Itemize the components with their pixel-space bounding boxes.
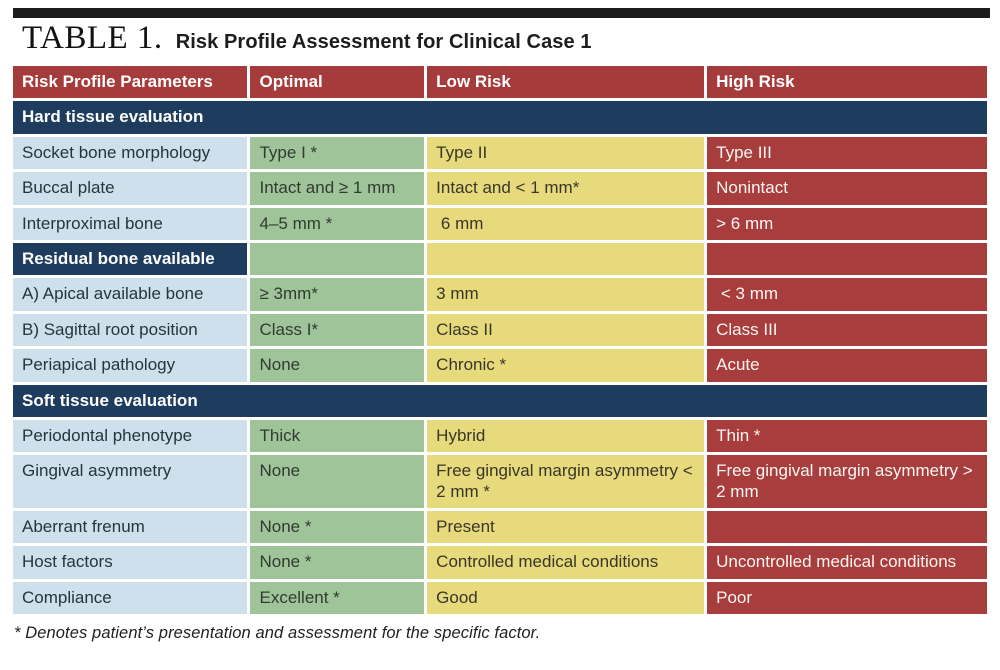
top-rule-bar xyxy=(13,8,990,18)
high-risk-cell: Type III xyxy=(707,136,987,170)
high-risk-cell: Acute xyxy=(707,349,987,382)
param-cell: Periapical pathology xyxy=(13,349,248,382)
column-header-optimal: Optimal xyxy=(250,66,425,99)
param-cell: Periodontal phenotype xyxy=(13,419,248,453)
footnote: * Denotes patient’s presentation and ass… xyxy=(14,624,541,643)
optimal-cell: 4–5 mm * xyxy=(250,207,425,240)
page-title: Risk Profile Assessment for Clinical Cas… xyxy=(175,31,592,53)
param-cell: Aberrant frenum xyxy=(13,511,248,544)
param-cell: A) Apical available bone xyxy=(13,278,248,311)
optimal-cell: Excellent * xyxy=(250,581,425,615)
section-row-hard-tissue: Hard tissue evaluation xyxy=(13,101,987,134)
risk-profile-table: Risk Profile Parameters Optimal Low Risk… xyxy=(10,63,990,618)
optimal-cell-empty xyxy=(250,242,425,276)
table-number: TABLE 1. xyxy=(22,20,163,56)
param-cell: Interproximal bone xyxy=(13,207,248,240)
low-risk-cell: Hybrid xyxy=(427,419,705,453)
low-risk-cell: Present xyxy=(427,511,705,544)
param-cell: Compliance xyxy=(13,581,248,615)
low-risk-cell: Type II xyxy=(427,136,705,170)
optimal-cell: Type I * xyxy=(250,136,425,170)
table-header-row: Risk Profile Parameters Optimal Low Risk… xyxy=(13,66,987,99)
optimal-cell: ≥ 3mm* xyxy=(250,278,425,311)
optimal-cell: Class I* xyxy=(250,313,425,347)
table-row-host-factors: Host factors None * Controlled medical c… xyxy=(13,546,987,579)
optimal-cell: Thick xyxy=(250,419,425,453)
table-row-compliance: Compliance Excellent * Good Poor xyxy=(13,581,987,615)
table-row-interproximal-bone: Interproximal bone 4–5 mm * 6 mm > 6 mm xyxy=(13,207,987,240)
section-header-residual-bone: Residual bone available xyxy=(13,242,248,276)
column-header-low-risk: Low Risk xyxy=(427,66,705,99)
high-risk-cell: > 6 mm xyxy=(707,207,987,240)
param-cell: Gingival asymmetry xyxy=(13,455,248,509)
low-risk-cell: Class II xyxy=(427,313,705,347)
table-row-socket-bone: Socket bone morphology Type I * Type II … xyxy=(13,136,987,170)
section-row-soft-tissue: Soft tissue evaluation xyxy=(13,384,987,417)
optimal-cell: None * xyxy=(250,546,425,579)
table-row-buccal-plate: Buccal plate Intact and ≥ 1 mm Intact an… xyxy=(13,172,987,205)
optimal-cell: None xyxy=(250,455,425,509)
low-risk-cell: 6 mm xyxy=(427,207,705,240)
low-risk-cell: Controlled medical conditions xyxy=(427,546,705,579)
low-risk-cell: Chronic * xyxy=(427,349,705,382)
low-risk-cell: Good xyxy=(427,581,705,615)
table-row-aberrant-frenum: Aberrant frenum None * Present xyxy=(13,511,987,544)
optimal-cell: None xyxy=(250,349,425,382)
low-risk-cell: 3 mm xyxy=(427,278,705,311)
param-cell: B) Sagittal root position xyxy=(13,313,248,347)
section-header-hard-tissue: Hard tissue evaluation xyxy=(13,101,987,134)
low-risk-cell-empty xyxy=(427,242,705,276)
high-risk-cell xyxy=(707,511,987,544)
table-title: TABLE 1. Risk Profile Assessment for Cli… xyxy=(22,20,1000,57)
high-risk-cell: Uncontrolled medical conditions xyxy=(707,546,987,579)
section-row-residual-bone: Residual bone available xyxy=(13,242,987,276)
high-risk-cell: Free gingival margin asymmetry > 2 mm xyxy=(707,455,987,509)
high-risk-cell-empty xyxy=(707,242,987,276)
high-risk-cell: < 3 mm xyxy=(707,278,987,311)
table-row-apical-bone: A) Apical available bone ≥ 3mm* 3 mm < 3… xyxy=(13,278,987,311)
high-risk-cell: Thin * xyxy=(707,419,987,453)
table-row-periodontal-phenotype: Periodontal phenotype Thick Hybrid Thin … xyxy=(13,419,987,453)
table-row-periapical-pathology: Periapical pathology None Chronic * Acut… xyxy=(13,349,987,382)
param-cell: Host factors xyxy=(13,546,248,579)
section-header-soft-tissue: Soft tissue evaluation xyxy=(13,384,987,417)
table-row-gingival-asymmetry: Gingival asymmetry None Free gingival ma… xyxy=(13,455,987,509)
high-risk-cell: Nonintact xyxy=(707,172,987,205)
optimal-cell: Intact and ≥ 1 mm xyxy=(250,172,425,205)
high-risk-cell: Class III xyxy=(707,313,987,347)
low-risk-cell: Intact and < 1 mm* xyxy=(427,172,705,205)
optimal-cell: None * xyxy=(250,511,425,544)
param-cell: Socket bone morphology xyxy=(13,136,248,170)
column-header-high-risk: High Risk xyxy=(707,66,987,99)
high-risk-cell: Poor xyxy=(707,581,987,615)
param-cell: Buccal plate xyxy=(13,172,248,205)
low-risk-cell: Free gingival margin asymmetry < 2 mm * xyxy=(427,455,705,509)
column-header-parameters: Risk Profile Parameters xyxy=(13,66,248,99)
table-row-sagittal-root: B) Sagittal root position Class I* Class… xyxy=(13,313,987,347)
